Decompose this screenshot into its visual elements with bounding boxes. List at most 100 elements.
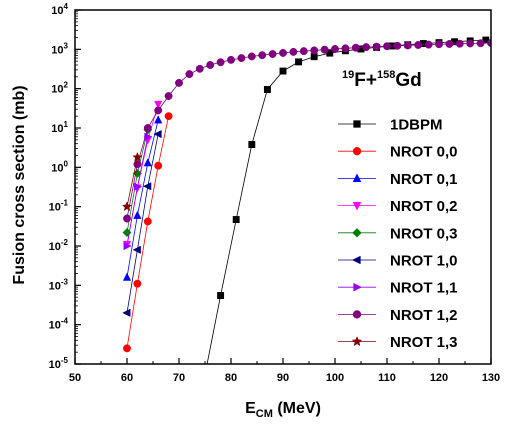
data-point [133,210,142,219]
data-point [154,106,163,115]
data-point [258,51,267,60]
data-point [133,182,143,191]
data-point [133,160,142,169]
data-point [143,158,152,167]
y-tick-label: 10-1 [49,199,69,214]
data-point [195,64,204,73]
reaction-label: 19F+158Gd [342,69,422,91]
data-point [133,279,142,288]
data-point [248,141,256,148]
data-point [123,214,131,223]
y-tick-label: 10-2 [49,238,69,253]
legend: 1DBPM NROT 0,0 NROT 0,1 NROT 0,2 NROT 0,3 NRO… [338,117,458,351]
data-point [121,201,133,211]
series-7 [123,39,491,223]
x-axis-title: ECM (MeV) [245,400,321,420]
y-tick-label: 103 [51,41,68,56]
data-point [263,86,271,93]
y-axis-ticks: 10-5 10-4 10-3 10-2 10-1 100 101 102 103 104 [49,2,81,371]
x-tick-label: 120 [430,372,448,384]
legend-item: NROT 1,2 [338,307,458,324]
x-tick-label: 110 [378,372,396,384]
data-point [310,53,318,61]
series-5 [122,129,162,317]
data-point [455,39,464,48]
legend-item: NROT 1,1 [338,280,458,297]
plot-area [121,36,491,364]
series-line [126,134,159,313]
data-point [341,44,350,53]
legend-label: NROT 0,0 [390,144,458,161]
legend-label: NROT 1,3 [390,334,458,351]
y-tick-label: 102 [51,81,68,96]
data-point [424,40,433,49]
series-line [126,104,159,245]
series-line [126,116,169,349]
x-tick-label: 70 [173,372,185,384]
series-line [126,157,138,207]
data-point [144,132,153,141]
reaction-element-2: Gd [395,70,421,91]
data-point [143,124,152,132]
data-point [466,39,475,48]
legend-marker [352,147,362,156]
data-point [362,43,371,52]
legend-item: NROT 1,3 [338,334,458,351]
data-point [132,151,143,162]
data-point [232,216,240,224]
data-point [216,58,225,67]
data-point [393,41,402,50]
data-point [153,129,162,139]
reaction-element-1: F+ [354,70,377,91]
x-axis-title-main: E [245,400,256,417]
data-point [122,308,131,317]
data-point [132,245,141,254]
series-2 [122,115,163,281]
data-point [299,47,308,56]
x-tick-label: 90 [277,372,289,384]
data-point [154,161,163,170]
x-axis-ticks: 50 60 70 80 90 100 110 120 130 [69,358,500,384]
y-axis-title: Fusion cross section (mb) [11,85,28,284]
x-tick-label: 130 [482,372,500,384]
legend-item: NROT 1,0 [338,253,458,270]
data-point [123,241,132,251]
legend-item: NROT 0,0 [338,144,458,161]
y-tick-label: 101 [51,120,68,135]
data-point [372,42,381,51]
legend-marker [353,120,361,128]
series-1 [123,112,173,353]
x-tick-label: 60 [121,372,133,384]
legend-label: NROT 0,1 [390,171,458,188]
y-tick-label: 10-5 [49,356,69,371]
data-point [268,50,277,58]
x-axis-title-unit: (MeV) [273,400,321,417]
data-point [331,45,339,53]
data-point [414,41,423,49]
legend-item: NROT 0,2 [338,198,458,215]
data-point [123,344,131,353]
legend-label: 1DBPM [390,117,443,134]
legend-marker [352,310,362,319]
data-point [164,92,173,100]
reaction-mass-1: 19 [342,69,354,81]
legend-marker [352,201,362,211]
data-point [175,78,183,87]
data-point [279,67,287,75]
data-point [295,58,303,66]
data-point [227,55,235,64]
data-point [435,40,443,49]
data-point [476,39,485,48]
data-point [326,49,334,57]
data-point [445,40,454,48]
data-point [143,182,152,191]
legend-label: NROT 0,3 [390,225,458,242]
legend-marker [352,228,362,238]
data-point [154,115,163,124]
data-point [206,61,215,69]
legend-item: NROT 0,1 [338,171,458,188]
legend-item: 1DBPM [338,117,443,134]
x-axis-title-sub: CM [256,408,273,420]
legend-item: NROT 0,3 [338,225,458,242]
series-6 [123,132,153,251]
